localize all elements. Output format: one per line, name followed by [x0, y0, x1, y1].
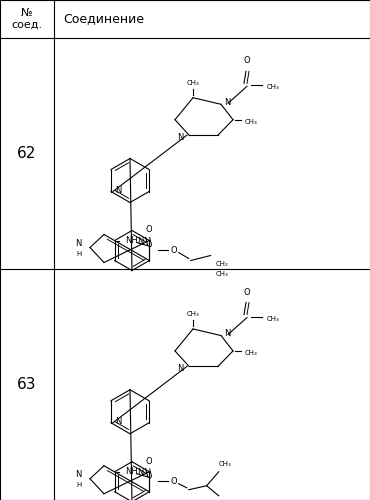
Text: O: O: [244, 56, 250, 66]
Text: NH: NH: [125, 236, 137, 245]
Text: CH₂: CH₂: [216, 260, 229, 266]
Text: CH₃: CH₃: [216, 270, 228, 276]
Text: CH₃: CH₃: [186, 80, 199, 86]
Text: H: H: [77, 482, 82, 488]
Text: N: N: [178, 132, 184, 141]
Text: O: O: [170, 246, 177, 255]
Text: CH₃: CH₃: [245, 350, 258, 356]
Text: N: N: [178, 364, 184, 373]
Text: O: O: [170, 477, 177, 486]
Text: N: N: [137, 237, 143, 246]
Text: N: N: [115, 186, 121, 195]
Text: N: N: [75, 239, 82, 248]
Text: CH₃: CH₃: [267, 316, 280, 322]
Text: CH₃: CH₃: [245, 118, 258, 124]
Text: N: N: [224, 329, 231, 338]
Text: №
соед.: № соед.: [11, 8, 43, 30]
Text: N: N: [75, 470, 82, 479]
Text: Соединение: Соединение: [64, 12, 145, 25]
Text: O: O: [244, 288, 250, 296]
Text: N: N: [115, 417, 121, 426]
Text: O: O: [145, 226, 152, 234]
Text: 62: 62: [17, 146, 37, 160]
Text: NH: NH: [125, 467, 137, 476]
Text: CH₃: CH₃: [186, 311, 199, 317]
Text: CH₃: CH₃: [219, 461, 231, 467]
Text: O: O: [145, 457, 152, 466]
Text: H: H: [77, 250, 82, 256]
Text: CH₃: CH₃: [267, 84, 280, 90]
Text: 63: 63: [17, 377, 37, 392]
Text: N: N: [224, 98, 231, 107]
Text: N: N: [137, 468, 143, 477]
